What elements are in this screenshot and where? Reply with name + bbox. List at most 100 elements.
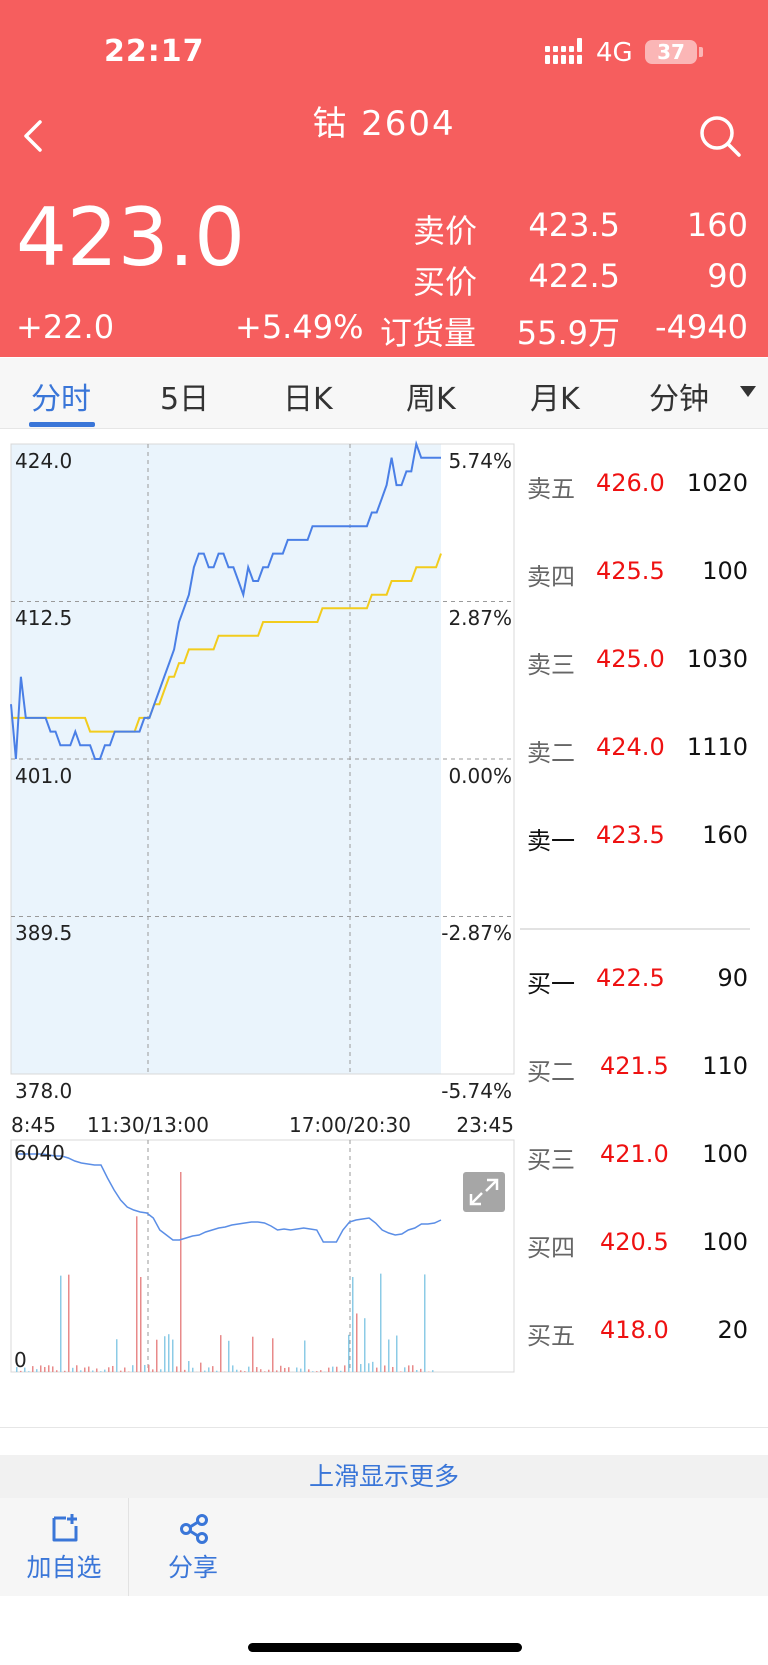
volume-min-label: 0 (14, 1348, 27, 1372)
ask-3-label: 卖三 (527, 651, 575, 679)
volume-bar (92, 1370, 94, 1372)
volume-bar (260, 1369, 262, 1372)
detail-tabs-partial (0, 1427, 768, 1458)
volume-max-label: 6040 (14, 1141, 65, 1165)
add-watchlist-label: 加自选 (26, 1553, 102, 1582)
swipe-up-hint[interactable]: 上滑显示更多 (0, 1455, 768, 1498)
y-tick-left-2: 401.0 (15, 764, 72, 788)
volume-bar (288, 1367, 290, 1372)
add-watchlist-button[interactable]: 加自选 (0, 1498, 128, 1596)
bid-1-price: 422.5 (596, 964, 665, 992)
volume-bar (284, 1367, 286, 1372)
tab-daily-k[interactable]: 日K (283, 382, 333, 417)
volume-bar (364, 1318, 366, 1372)
volume-bar (124, 1367, 126, 1372)
bid-2-volume: 110 (702, 1052, 748, 1080)
tab-monthly-k[interactable]: 月K (530, 382, 580, 417)
volume-bar (268, 1369, 270, 1372)
tab-weekly-k[interactable]: 周K (406, 382, 456, 417)
y-tick-right-1: 2.87% (448, 606, 512, 630)
volume-bar (88, 1366, 90, 1372)
back-icon[interactable] (14, 110, 54, 162)
bid-price: 422.5 (528, 257, 620, 295)
battery-level: 37 (657, 40, 685, 64)
volume-bar (416, 1369, 418, 1372)
volume-bar (100, 1371, 102, 1372)
y-tick-left-0: 424.0 (15, 449, 72, 473)
volume-bar (24, 1367, 26, 1372)
volume-bar (108, 1367, 110, 1372)
expand-icon[interactable] (463, 1172, 505, 1212)
tab-intraday[interactable]: 分时 (31, 382, 91, 417)
ask-4-volume: 100 (702, 557, 748, 585)
volume-bar (272, 1338, 274, 1372)
volume-bar (132, 1365, 134, 1372)
tab-5day[interactable]: 5日 (160, 382, 210, 417)
volume-bar (44, 1367, 46, 1372)
volume-bars (16, 1172, 434, 1372)
bid-4-label: 买四 (527, 1234, 575, 1262)
ask-price: 423.5 (528, 206, 620, 244)
volume-bar (328, 1367, 330, 1372)
volume-bar (412, 1365, 414, 1372)
intraday-chart[interactable]: 424.0 412.5 401.0 389.5 378.0 5.74% 2.87… (0, 430, 520, 1380)
order-book-divider (520, 928, 750, 930)
volume-bar (52, 1366, 54, 1372)
bid-4-volume: 100 (702, 1228, 748, 1256)
status-time: 22:17 (104, 34, 205, 69)
share-button[interactable]: 分享 (129, 1498, 257, 1596)
battery-tip (699, 47, 703, 57)
ask-label: 卖价 (413, 212, 478, 250)
bid-1-volume: 90 (717, 964, 748, 992)
volume-bar (248, 1366, 250, 1372)
volume-bar (144, 1364, 146, 1372)
volume-bar (172, 1339, 174, 1372)
ask-3-price: 425.0 (596, 645, 665, 673)
search-icon[interactable] (697, 113, 743, 159)
volume-bar (380, 1273, 382, 1372)
price-area-fill (11, 444, 441, 1074)
volume-bar (420, 1368, 422, 1372)
volume-bar (116, 1339, 118, 1372)
home-indicator (248, 1643, 522, 1652)
ask-1-label: 卖一 (527, 827, 575, 855)
bottom-toolbar: 加自选 分享 (0, 1498, 768, 1596)
volume-bar (40, 1365, 42, 1372)
ask-5-price: 426.0 (596, 469, 665, 497)
volume-bar (120, 1370, 122, 1372)
avg-price-line (11, 553, 442, 733)
volume-bar (400, 1371, 402, 1372)
volume-bar (212, 1366, 214, 1372)
price-change: +22.0 (16, 308, 115, 346)
volume-bar (156, 1339, 158, 1372)
open-interest-line (16, 1153, 442, 1243)
bid-1-label: 买一 (527, 970, 575, 998)
volume-bar (396, 1335, 398, 1372)
price-change-pct: +5.49% (235, 308, 364, 346)
volume-bar (140, 1277, 142, 1372)
volume-bar (264, 1371, 266, 1372)
page-title: 钴 2604 (312, 104, 456, 144)
tab-minute[interactable]: 分钟 (649, 382, 709, 417)
bid-3-volume: 100 (702, 1140, 748, 1168)
volume-frame (10, 1139, 515, 1373)
volume-bar (180, 1172, 182, 1372)
volume-bar (80, 1370, 82, 1372)
volume-bar (352, 1277, 354, 1372)
ask-4-label: 卖四 (527, 563, 575, 591)
volume-bar (308, 1369, 310, 1372)
volume-bar (236, 1369, 238, 1372)
chevron-down-icon[interactable] (740, 386, 756, 397)
bid-2-label: 买二 (527, 1058, 575, 1086)
last-price: 423.0 (16, 191, 246, 284)
volume-bar (16, 1367, 18, 1372)
battery-icon: 37 (645, 40, 697, 64)
volume-bar (20, 1370, 22, 1372)
tab-active-indicator (29, 422, 95, 427)
ask-5-volume: 1020 (686, 469, 748, 497)
volume-bar (252, 1336, 254, 1372)
y-tick-right-0: 5.74% (448, 449, 512, 473)
volume-bar (368, 1363, 370, 1372)
bid-label: 买价 (413, 263, 478, 301)
signal-icon (545, 38, 582, 64)
